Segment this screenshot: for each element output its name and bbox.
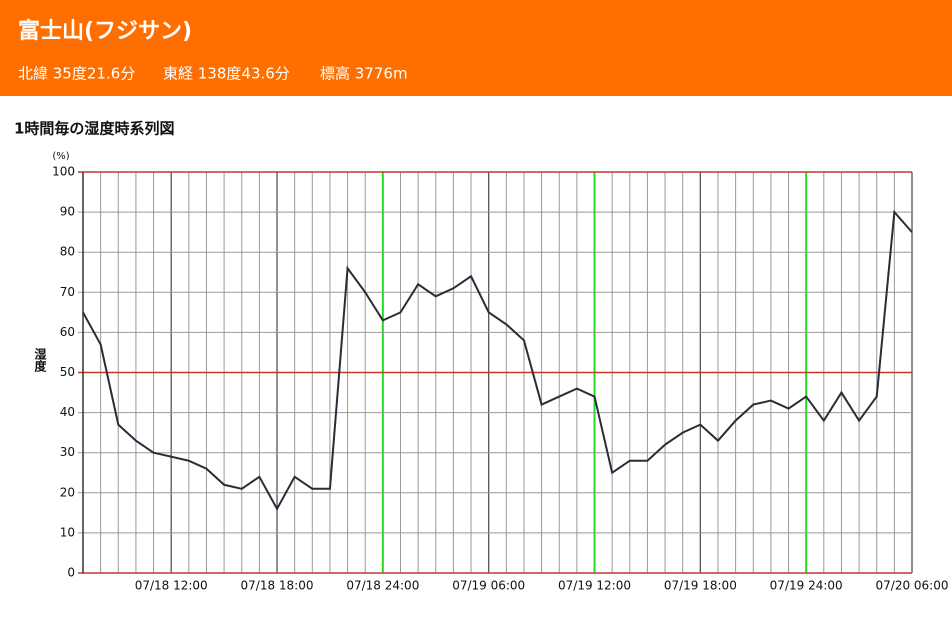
y-tick-label: 90 bbox=[60, 205, 75, 219]
page-title: 富士山(フジサン) bbox=[18, 18, 192, 44]
x-tick-label: 07/19 06:00 bbox=[452, 579, 525, 593]
humidity-line bbox=[82, 209, 913, 511]
x-tick-label: 07/18 24:00 bbox=[346, 579, 419, 593]
y-tick-label: 50 bbox=[60, 365, 75, 379]
y-axis-label: 湿度 bbox=[33, 347, 47, 373]
y-tick-label: 100 bbox=[52, 165, 75, 179]
x-tick-label: 07/19 12:00 bbox=[558, 579, 631, 593]
x-tick-label: 07/18 18:00 bbox=[241, 579, 314, 593]
y-unit: (%) bbox=[52, 151, 69, 162]
x-tick-label: 07/18 12:00 bbox=[135, 579, 208, 593]
y-tick-label: 30 bbox=[60, 445, 75, 459]
header-bar bbox=[0, 0, 952, 96]
y-tick-label: 40 bbox=[60, 405, 75, 419]
x-tick-label: 07/19 24:00 bbox=[770, 579, 843, 593]
y-tick-label: 80 bbox=[60, 245, 75, 259]
location-lon: 東経 138度43.6分 bbox=[163, 65, 290, 83]
y-tick-label: 10 bbox=[60, 525, 75, 539]
y-tick-label: 70 bbox=[60, 285, 75, 299]
chart-title: 1時間毎の湿度時系列図 bbox=[14, 120, 174, 138]
x-tick-label: 07/19 18:00 bbox=[664, 579, 737, 593]
x-tick-label: 07/20 06:00 bbox=[876, 579, 949, 593]
location-lat: 北緯 35度21.6分 bbox=[18, 65, 135, 83]
y-tick-label: 60 bbox=[60, 325, 75, 339]
y-tick-label: 20 bbox=[60, 485, 75, 499]
y-tick-label: 0 bbox=[67, 566, 75, 580]
location-alt: 標高 3776m bbox=[320, 65, 408, 83]
